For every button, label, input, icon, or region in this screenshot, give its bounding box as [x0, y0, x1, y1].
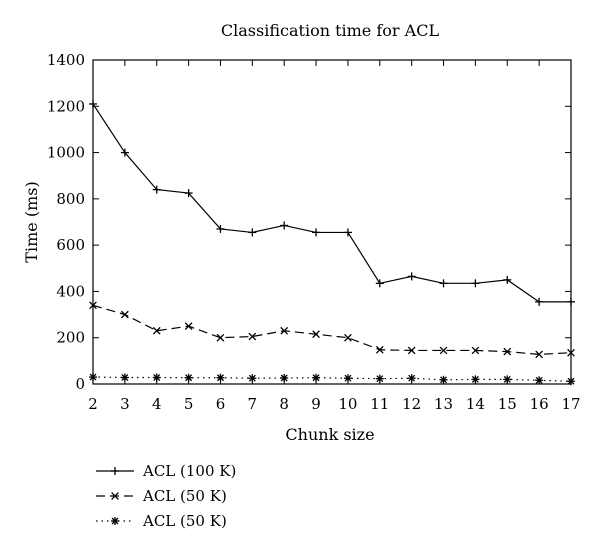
data-point	[439, 375, 448, 384]
data-point	[344, 333, 352, 342]
data-point	[121, 310, 129, 319]
data-point	[152, 185, 161, 194]
data-point	[439, 279, 448, 288]
x-axis-label: Chunk size	[285, 425, 374, 444]
data-point	[439, 346, 448, 355]
legend-label: ACL (50 K)	[142, 512, 227, 530]
data-point	[503, 347, 512, 356]
data-point	[280, 326, 289, 335]
data-point	[184, 373, 193, 382]
data-point	[375, 279, 384, 288]
legend: ACL (100 K) ACL (50 K) ACL (50 K)	[96, 462, 236, 530]
data-point	[184, 189, 193, 198]
legend-item: ACL (100 K)	[96, 462, 236, 480]
x-tick-label: 10	[338, 395, 357, 413]
data-point	[120, 148, 129, 157]
data-point	[407, 346, 416, 355]
y-tick-label: 1200	[47, 97, 85, 115]
data-point	[184, 322, 193, 331]
data-point	[312, 330, 320, 339]
legend-marker	[111, 467, 119, 475]
plot-area	[92, 59, 572, 385]
x-tick-label: 5	[184, 395, 194, 413]
x-tick-label: 7	[248, 395, 258, 413]
x-tick-label: 8	[279, 395, 289, 413]
data-point	[375, 345, 384, 354]
data-point	[216, 224, 225, 233]
data-point	[216, 333, 225, 342]
series-line	[92, 304, 572, 355]
legend-label: ACL (50 K)	[142, 487, 227, 505]
data-point	[375, 374, 384, 383]
x-tick-label: 9	[311, 395, 321, 413]
data-point	[343, 374, 352, 383]
data-point	[567, 297, 575, 306]
series-2	[89, 301, 575, 359]
data-point	[407, 272, 416, 281]
data-point	[312, 228, 321, 237]
x-tick-label: 12	[402, 395, 421, 413]
x-tick-label: 15	[498, 395, 517, 413]
x-tick-label: 2	[88, 395, 98, 413]
series-layer	[89, 99, 575, 386]
x-tick-label: 4	[152, 395, 162, 413]
legend-label: ACL (100 K)	[142, 462, 236, 480]
series-3	[89, 373, 575, 386]
data-point	[89, 373, 97, 382]
x-tick-label: 14	[466, 395, 485, 413]
y-axis: 0 200 400 600 800 1000 1200 1400	[47, 51, 571, 393]
series-line	[92, 103, 571, 303]
data-point	[280, 373, 289, 382]
y-tick-label: 400	[56, 282, 85, 300]
data-point	[471, 279, 480, 288]
data-point	[89, 99, 97, 108]
y-tick-label: 0	[75, 375, 85, 393]
legend-marker	[111, 517, 119, 525]
series-1	[89, 99, 575, 306]
data-point	[152, 373, 161, 382]
data-point	[471, 375, 480, 384]
x-tick-label: 13	[434, 395, 453, 413]
data-point	[535, 376, 544, 385]
x-tick-label: 16	[530, 395, 549, 413]
y-tick-label: 200	[56, 329, 85, 347]
data-point	[312, 373, 321, 382]
data-point	[120, 373, 129, 382]
data-point	[535, 297, 544, 306]
data-point	[407, 374, 416, 383]
data-point	[567, 377, 575, 386]
x-tick-label: 17	[561, 395, 580, 413]
data-point	[471, 346, 480, 355]
data-point	[89, 301, 97, 310]
data-point	[248, 374, 257, 383]
data-point	[216, 373, 225, 382]
data-point	[503, 275, 512, 284]
data-point	[248, 228, 257, 237]
x-tick-label: 3	[120, 395, 130, 413]
data-point	[567, 348, 575, 357]
data-point	[152, 326, 161, 335]
y-tick-label: 800	[56, 190, 85, 208]
data-point	[248, 332, 257, 341]
y-tick-label: 1400	[47, 51, 85, 69]
x-axis: 2 3 4 5 6 7 8 9 10 11 12 13 14 15 16 17	[88, 60, 581, 413]
legend-item: ACL (50 K)	[96, 512, 227, 530]
data-point	[280, 221, 289, 230]
x-tick-label: 11	[370, 395, 389, 413]
legend-item: ACL (50 K)	[96, 487, 227, 505]
y-axis-label: Time (ms)	[22, 181, 41, 262]
y-tick-label: 600	[56, 236, 85, 254]
y-tick-label: 1000	[47, 144, 85, 162]
legend-marker	[111, 492, 119, 500]
data-point	[503, 375, 512, 384]
series-line	[92, 376, 572, 382]
x-tick-label: 6	[216, 395, 226, 413]
data-point	[343, 228, 352, 237]
chart-title: Classification time for ACL	[221, 21, 440, 40]
data-point	[535, 350, 543, 359]
